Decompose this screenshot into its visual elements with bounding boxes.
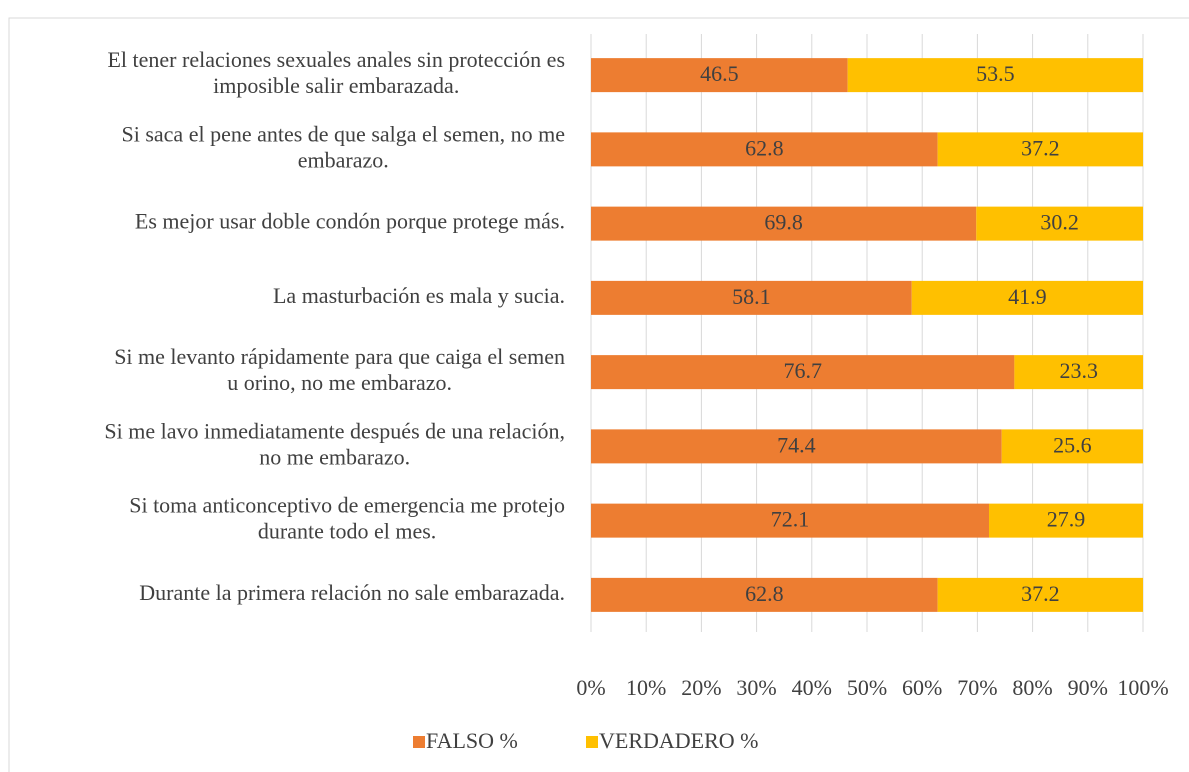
x-tick-label: 20% [681,675,721,700]
bar-segment [591,280,912,315]
x-tick-label: 30% [736,675,776,700]
chart-frame [8,17,1189,772]
y-tick-label: Si saca el pene antes de que salga el se… [121,121,565,172]
x-tick-label: 40% [792,675,832,700]
bar-segment [591,429,1002,464]
y-tick-label: Es mejor usar doble condón porque proteg… [135,209,565,234]
data-label: 76.7 [783,358,822,383]
bar-segment [1001,429,1143,464]
bar-segment [591,132,938,167]
data-label: 62.8 [745,581,784,606]
bar-segment [591,355,1015,390]
bar-segment [591,206,977,241]
x-tick-label: 100% [1117,675,1168,700]
bar-segment [976,206,1143,241]
data-label: 62.8 [745,135,784,160]
data-label: 41.9 [1008,284,1047,309]
y-tick-label: La masturbación es mala y sucia. [273,283,565,308]
legend-label: FALSO % [426,728,518,753]
bar-segment [937,132,1143,167]
data-label: 37.2 [1021,135,1060,160]
y-tick-label: Si toma anticonceptivo de emergencia me … [129,493,565,544]
y-tick-label: Si me levanto rápidamente para que caiga… [114,344,565,395]
bar-segment [937,577,1143,612]
data-label: 53.5 [976,61,1015,86]
bar-segment [591,58,848,93]
bar-segment [988,503,1143,538]
bar-segment [911,280,1143,315]
data-label: 23.3 [1059,358,1098,383]
data-label: 46.5 [700,61,739,86]
x-tick-label: 90% [1068,675,1108,700]
x-tick-label: 60% [902,675,942,700]
bar-segment [1014,355,1143,390]
bar-segment [591,577,938,612]
x-tick-label: 70% [957,675,997,700]
y-tick-label: El tener relaciones sexuales anales sin … [107,47,565,98]
x-tick-label: 80% [1012,675,1052,700]
data-label: 74.4 [777,432,816,457]
x-tick-label: 50% [847,675,887,700]
data-label: 72.1 [771,507,810,532]
bar-segment [591,503,989,538]
data-label: 27.9 [1047,507,1086,532]
legend-label: VERDADERO % [599,728,759,753]
y-tick-label: Durante la primera relación no sale emba… [139,580,565,605]
legend-swatch [586,736,598,748]
data-label: 69.8 [764,210,803,235]
data-label: 58.1 [732,284,771,309]
bar-segment [847,58,1143,93]
data-label: 30.2 [1040,210,1079,235]
x-tick-label: 0% [576,675,605,700]
x-tick-label: 10% [626,675,666,700]
data-label: 37.2 [1021,581,1060,606]
data-label: 25.6 [1053,432,1092,457]
legend-swatch [413,736,425,748]
y-tick-label: Si me lavo inmediatamente después de una… [104,418,565,469]
